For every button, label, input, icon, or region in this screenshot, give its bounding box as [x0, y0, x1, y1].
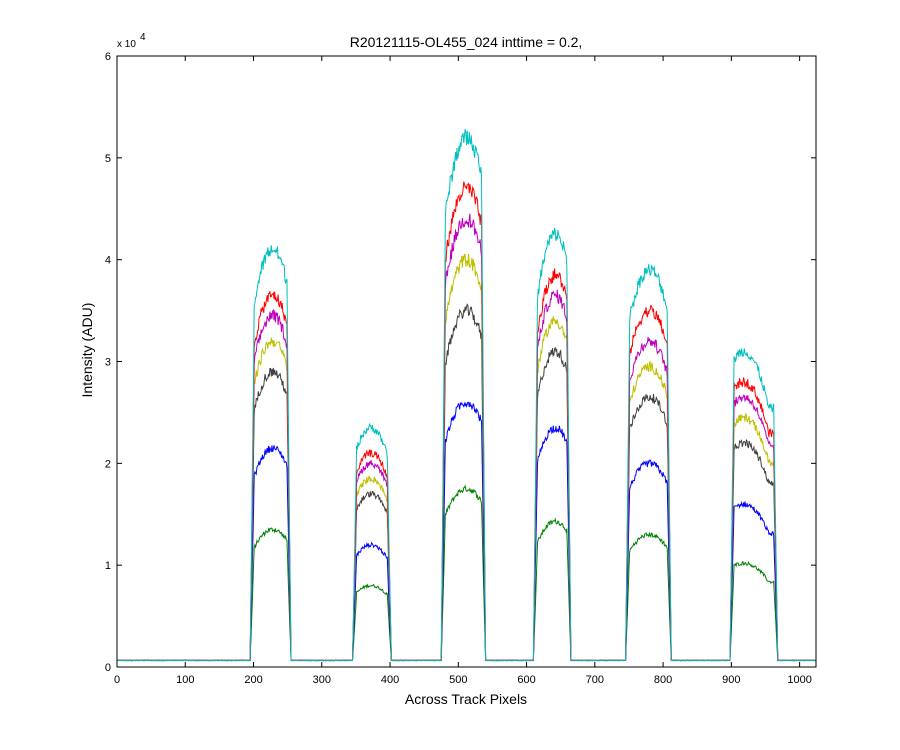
axes-background — [117, 56, 816, 667]
series-layer — [116, 129, 817, 662]
y-tick-label: 0 — [105, 662, 111, 674]
x-tick-label: 700 — [586, 674, 604, 686]
series-line — [116, 129, 817, 662]
x-tick-label: 800 — [654, 674, 672, 686]
x-tick-label: 100 — [176, 674, 194, 686]
y-axis-label: Intensity (ADU) — [79, 303, 95, 398]
x-tick-label: 300 — [313, 674, 331, 686]
y-tick-label: 6 — [105, 51, 111, 63]
y-multiplier-exponent: 4 — [140, 32, 146, 43]
x-axis-label: Across Track Pixels — [405, 691, 527, 707]
chart-title: R20121115-OL455_024 inttime = 0.2, — [350, 34, 583, 50]
y-tick-label: 1 — [105, 560, 111, 572]
y-tick-label: 5 — [105, 153, 111, 165]
y-multiplier-base: x 10 — [117, 39, 136, 50]
y-tick-label: 4 — [105, 255, 111, 267]
x-tick-label: 900 — [722, 674, 740, 686]
tick-labels: 0 100 200 300 400 500 600 700 800 900 1000 0 1 2 3 4 5 6 — [105, 51, 812, 686]
y-tick-label: 3 — [105, 357, 111, 369]
x-tick-label: 600 — [517, 674, 535, 686]
x-tick-label: 500 — [449, 674, 467, 686]
x-tick-label: 1000 — [787, 674, 811, 686]
x-tick-label: 400 — [381, 674, 399, 686]
ticks-layer — [116, 55, 816, 668]
y-tick-label: 2 — [105, 458, 111, 470]
x-tick-label: 200 — [244, 674, 262, 686]
x-tick-label: 0 — [114, 674, 120, 686]
